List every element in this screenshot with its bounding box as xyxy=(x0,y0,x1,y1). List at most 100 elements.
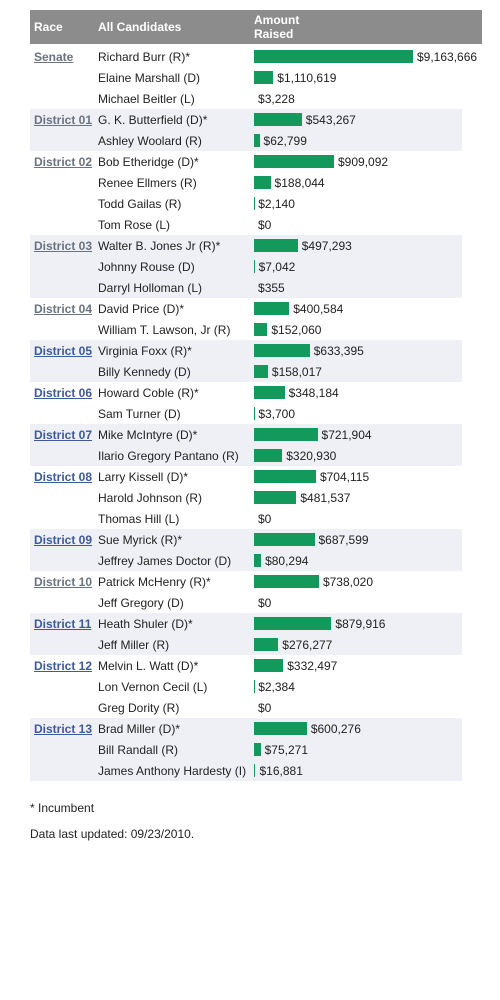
candidate-name: Jeff Miller (R) xyxy=(98,638,170,652)
amount-bar xyxy=(254,722,307,735)
table-header: Race All Candidates Amount Raised xyxy=(30,10,482,44)
amount-label: $633,395 xyxy=(313,344,364,358)
amount-bar xyxy=(254,575,319,588)
amount-label: $9,163,666 xyxy=(417,50,478,64)
table-row: Thomas Hill (L) $0 xyxy=(30,508,462,529)
amount-label: $0 xyxy=(258,701,272,715)
candidates-header: All Candidates xyxy=(98,20,182,34)
amount-bar xyxy=(254,71,274,84)
amount-bar xyxy=(254,764,256,777)
race-link[interactable]: District 09 xyxy=(34,533,93,547)
amount-label: $276,277 xyxy=(282,638,333,652)
table-row: Michael Beitler (L) $3,228 xyxy=(30,88,462,109)
candidate-name: Howard Coble (R)* xyxy=(98,386,199,400)
amount-label: $481,537 xyxy=(300,491,351,505)
race-link[interactable]: District 10 xyxy=(34,575,93,589)
race-link[interactable]: District 02 xyxy=(34,155,93,169)
candidate-name: Richard Burr (R)* xyxy=(98,50,191,64)
candidate-name: Harold Johnson (R) xyxy=(98,491,203,505)
candidate-name: Johnny Rouse (D) xyxy=(98,260,195,274)
candidate-name: Virginia Foxx (R)* xyxy=(98,344,192,358)
table-row: Harold Johnson (R) $481,537 xyxy=(30,487,462,508)
race-link[interactable]: District 11 xyxy=(34,617,92,631)
race-link[interactable]: District 05 xyxy=(34,344,93,358)
race-link[interactable]: District 08 xyxy=(34,470,93,484)
table-row: Lon Vernon Cecil (L) $2,384 xyxy=(30,676,462,697)
table-row: Ilario Gregory Pantano (R) $320,930 xyxy=(30,445,462,466)
amount-bar xyxy=(254,344,310,357)
amount-label: $0 xyxy=(258,512,272,526)
table-row: District 06 Howard Coble (R)* $348,184 xyxy=(30,382,462,403)
amount-label: $332,497 xyxy=(287,659,338,673)
amount-label: $75,271 xyxy=(264,743,308,757)
candidate-name: Tom Rose (L) xyxy=(98,218,171,232)
candidate-name: Ashley Woolard (R) xyxy=(98,134,202,148)
candidate-name: Elaine Marshall (D) xyxy=(98,71,201,85)
race-link[interactable]: Senate xyxy=(34,50,74,64)
table-row: District 12 Melvin L. Watt (D)* $332,497 xyxy=(30,655,462,676)
table-row: Renee Ellmers (R) $188,044 xyxy=(30,172,462,193)
amount-bar xyxy=(254,176,271,189)
amount-label: $879,916 xyxy=(335,617,386,631)
amount-bar xyxy=(254,50,413,63)
candidate-name: David Price (D)* xyxy=(98,302,185,316)
table-row: William T. Lawson, Jr (R) $152,060 xyxy=(30,319,462,340)
amount-header: Amount Raised xyxy=(254,13,300,41)
candidate-name: Sue Myrick (R)* xyxy=(98,533,183,547)
amount-bar xyxy=(254,323,268,336)
amount-label: $355 xyxy=(258,281,285,295)
table-row: District 04 David Price (D)* $400,584 xyxy=(30,298,462,319)
candidate-name: Larry Kissell (D)* xyxy=(98,470,189,484)
race-link[interactable]: District 01 xyxy=(34,113,93,127)
amount-bar xyxy=(254,428,318,441)
candidate-name: Patrick McHenry (R)* xyxy=(98,575,211,589)
candidate-name: G. K. Butterfield (D)* xyxy=(98,113,208,127)
amount-label: $2,140 xyxy=(258,197,295,211)
amount-label: $1,110,619 xyxy=(277,71,337,85)
table-row: District 03 Walter B. Jones Jr (R)* $497,2… xyxy=(30,235,462,256)
amount-label: $348,184 xyxy=(288,386,339,400)
candidate-name: Jeff Gregory (D) xyxy=(98,596,184,610)
table-row: Jeff Gregory (D) $0 xyxy=(30,592,462,613)
race-link[interactable]: District 06 xyxy=(34,386,93,400)
race-link[interactable]: District 07 xyxy=(34,428,93,442)
amount-label: $80,294 xyxy=(265,554,309,568)
amount-bar xyxy=(254,743,261,756)
amount-label: $3,700 xyxy=(258,407,296,421)
race-link[interactable]: District 03 xyxy=(34,239,93,253)
amount-label: $3,228 xyxy=(258,92,295,106)
amount-label: $497,293 xyxy=(301,239,352,253)
table-row: Elaine Marshall (D) $1,110,619 xyxy=(30,67,462,88)
amount-bar xyxy=(254,638,279,651)
table-row: Sam Turner (D) $3,700 xyxy=(30,403,462,424)
candidate-name: Billy Kennedy (D) xyxy=(98,365,191,379)
candidate-name: Heath Shuler (D)* xyxy=(98,617,193,631)
amount-label: $62,799 xyxy=(263,134,307,148)
table-row: Darryl Holloman (L) $355 xyxy=(30,277,462,298)
amount-bar xyxy=(254,659,284,672)
table-row: District 10 Patrick McHenry (R)* $738,020 xyxy=(30,571,462,592)
race-link[interactable]: District 04 xyxy=(34,302,93,316)
table-row: Senate Richard Burr (R)* $9,163,666 xyxy=(30,46,477,67)
candidate-name: Sam Turner (D) xyxy=(98,407,181,421)
amount-label: $687,599 xyxy=(318,533,369,547)
table-row: Jeff Miller (R) $276,277 xyxy=(30,634,462,655)
race-link[interactable]: District 12 xyxy=(34,659,93,673)
amount-bar xyxy=(254,239,298,252)
table-row: Jeffrey James Doctor (D) $80,294 xyxy=(30,550,462,571)
race-link[interactable]: District 13 xyxy=(34,722,93,736)
table-row: Bill Randall (R) $75,271 xyxy=(30,739,462,760)
table-row: District 09 Sue Myrick (R)* $687,599 xyxy=(30,529,462,550)
amount-label: $158,017 xyxy=(271,365,322,379)
candidate-name: Jeffrey James Doctor (D) xyxy=(98,554,232,568)
candidate-name: Michael Beitler (L) xyxy=(98,92,195,106)
amount-bar xyxy=(254,554,262,567)
amount-bar xyxy=(254,533,315,546)
candidate-name: Ilario Gregory Pantano (R) xyxy=(98,449,239,463)
amount-bar xyxy=(254,470,316,483)
candidate-name: Brad Miller (D)* xyxy=(98,722,181,736)
amount-label: $152,060 xyxy=(271,323,322,337)
amount-bar xyxy=(254,134,260,147)
amount-bar xyxy=(254,260,255,273)
